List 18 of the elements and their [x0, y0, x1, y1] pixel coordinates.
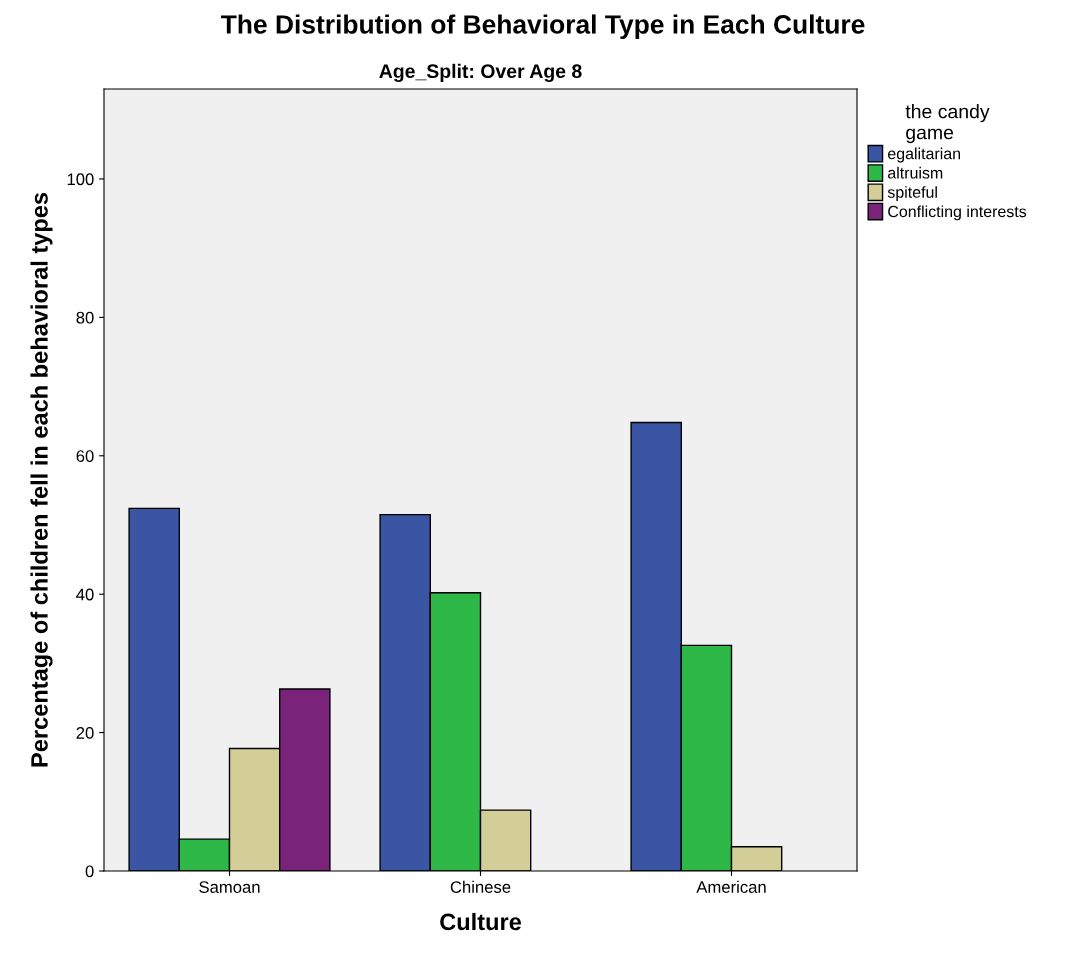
legend-label: Conflicting interests — [888, 205, 1027, 221]
legend-label: altruism — [888, 166, 943, 179]
chart-subtitle: Age_Split: Over Age 8 — [379, 63, 582, 83]
y-tick-label: 0 — [85, 865, 94, 878]
x-tick-label: American — [696, 880, 766, 893]
x-tick-label: Samoan — [199, 881, 260, 893]
legend-label: egalitarian — [888, 147, 961, 163]
y-tick-label: 80 — [76, 311, 94, 324]
y-tick-label: 20 — [76, 726, 94, 739]
x-tick-label: Chinese — [450, 880, 511, 893]
legend-title: the candy game — [905, 104, 990, 144]
y-tick-label: 100 — [67, 173, 94, 186]
legend-label: spiteful — [887, 186, 937, 202]
y-axis-title: Percentage of children fell in each behavioral types — [30, 192, 53, 767]
chart-title: The Distribution of Behavioral Type in Each Culture — [220, 14, 865, 40]
x-axis-title: Culture — [440, 912, 522, 931]
y-tick-label: 60 — [76, 450, 94, 462]
y-tick-label: 40 — [76, 588, 94, 601]
